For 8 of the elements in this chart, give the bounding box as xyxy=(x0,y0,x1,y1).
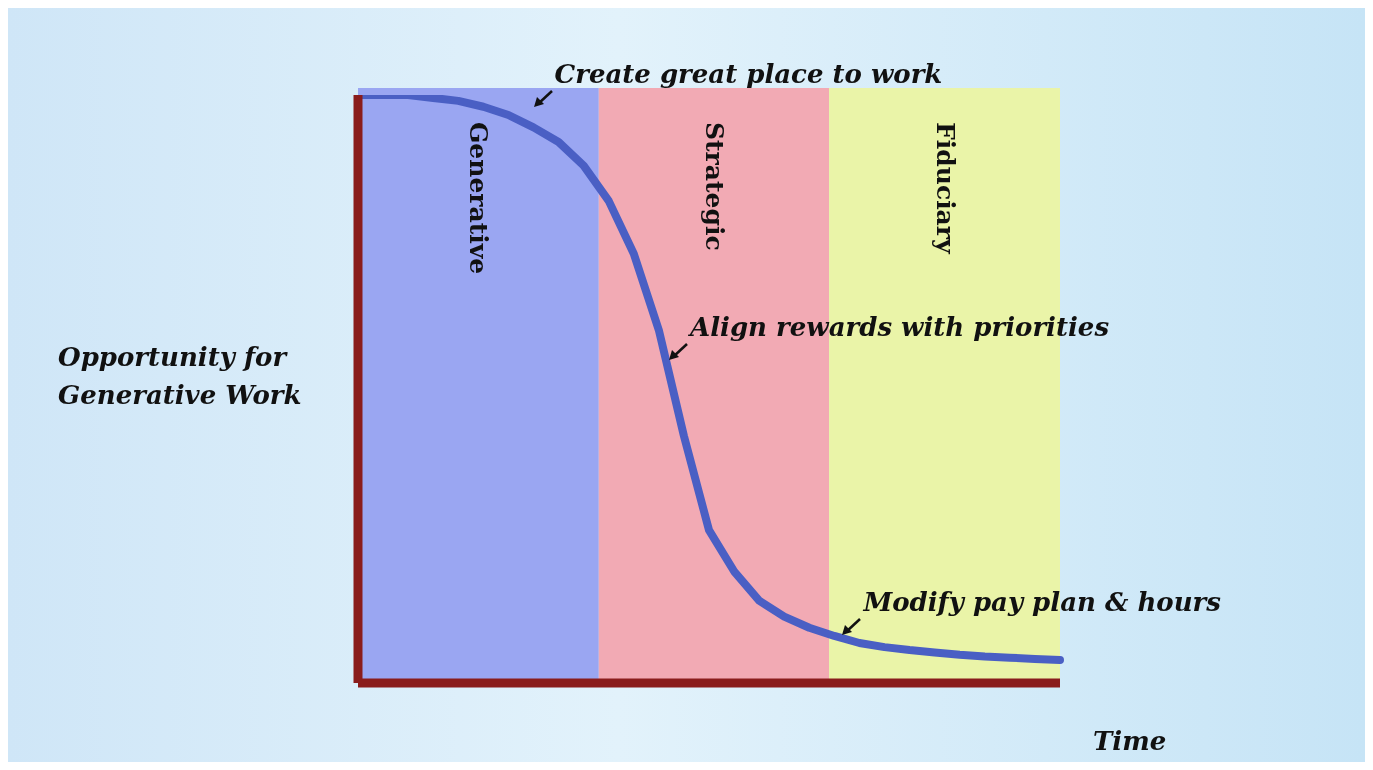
x-axis-title: Time xyxy=(1093,726,1167,756)
annotation: Generative xyxy=(463,122,494,275)
annotation: Strategic xyxy=(698,122,729,251)
text: Create great place to work xyxy=(554,58,943,89)
annotation: Align rewards with priorities xyxy=(689,311,1110,342)
annotation: Fiduciary xyxy=(929,122,960,254)
y-axis-title: Opportunity for Generative Work xyxy=(58,341,303,412)
annotation: Modify pay plan & hours xyxy=(863,586,1221,617)
